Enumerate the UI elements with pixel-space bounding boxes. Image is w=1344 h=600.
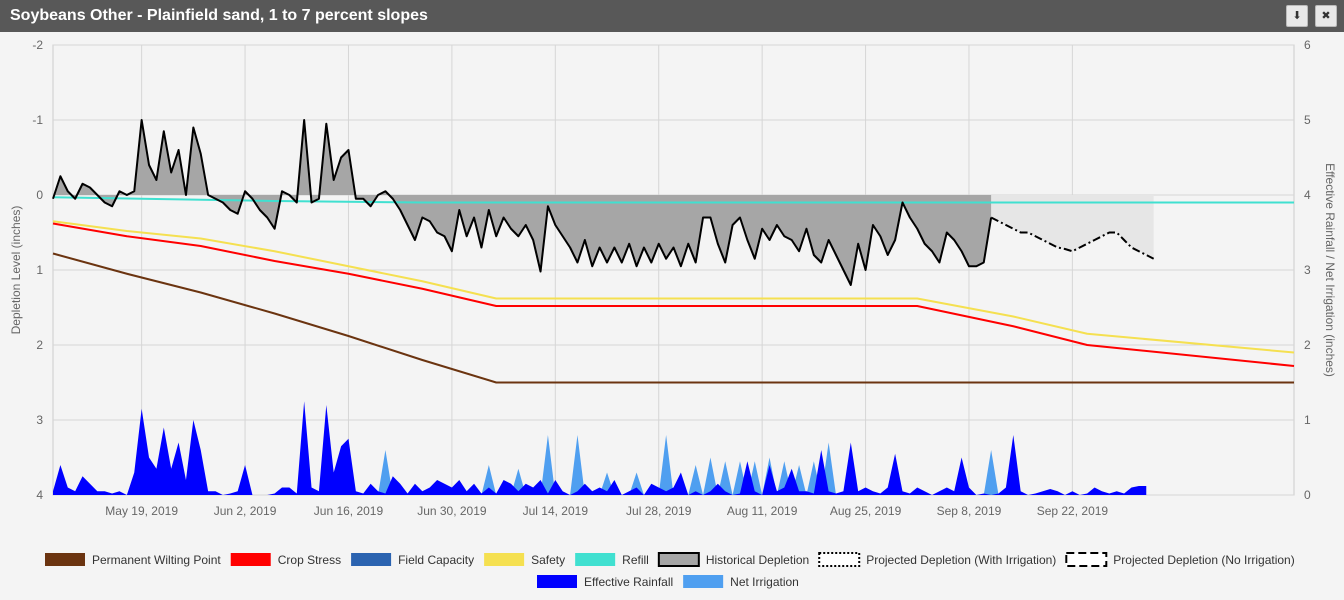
x-tick-label: May 19, 2019 xyxy=(105,504,178,518)
legend-swatch-effective-rainfall xyxy=(537,575,577,588)
download-button[interactable]: ⬇ xyxy=(1286,5,1308,27)
title-bar: Soybeans Other - Plainfield sand, 1 to 7… xyxy=(0,0,1344,32)
legend-swatch-projected-depletion-with-irrigation xyxy=(818,552,861,567)
legend-swatch-field-capacity xyxy=(351,553,392,566)
legend-label-permanent-wilting-point: Permanent Wilting Point xyxy=(92,553,221,567)
legend-swatch-refill xyxy=(575,553,616,566)
left-tick-label: 3 xyxy=(36,413,43,427)
safety-line xyxy=(52,220,1295,354)
legend-swatch-crop-stress xyxy=(230,553,271,566)
right-tick-label: 1 xyxy=(1304,413,1311,427)
legend-label-safety: Safety xyxy=(531,553,565,567)
projected-depletion-no-irrigation-line xyxy=(990,216,1155,260)
x-tick-label: Aug 25, 2019 xyxy=(830,504,902,518)
x-tick-label: Sep 8, 2019 xyxy=(937,504,1002,518)
x-tick-label: Jul 28, 2019 xyxy=(626,504,692,518)
historical-depletion-line xyxy=(52,119,993,286)
x-tick-label: Sep 22, 2019 xyxy=(1037,504,1109,518)
crop-stress-line xyxy=(52,222,1295,367)
legend-label-refill: Refill xyxy=(622,553,649,567)
x-tick-label: Jul 14, 2019 xyxy=(523,504,589,518)
right-tick-label: 2 xyxy=(1304,338,1311,352)
projected-depletion-area xyxy=(991,195,1154,259)
left-tick-label: 2 xyxy=(36,338,43,352)
left-tick-label: -2 xyxy=(32,38,43,52)
legend-swatch-safety xyxy=(484,553,525,566)
legend-label-projected-depletion-no-irrigation: Projected Depletion (No Irrigation) xyxy=(1113,553,1294,567)
legend-swatch-projected-depletion-no-irrigation xyxy=(1065,552,1108,567)
x-tick-label: Aug 11, 2019 xyxy=(727,504,798,518)
permanent-wilting-point-line xyxy=(52,252,1294,384)
right-tick-label: 6 xyxy=(1304,38,1311,52)
left-axis-title: Depletion Level (inches) xyxy=(9,206,23,335)
legend-label-crop-stress: Crop Stress xyxy=(278,553,341,567)
legend-label-projected-depletion-with-irrigation: Projected Depletion (With Irrigation) xyxy=(866,553,1056,567)
right-axis-title: Effective Rainfall / Net Irrigation (inc… xyxy=(1323,163,1337,377)
left-tick-label: -1 xyxy=(32,113,43,127)
legend-swatch-historical-depletion xyxy=(657,552,700,567)
left-tick-label: 4 xyxy=(36,488,43,502)
legend-swatch-net-irrigation xyxy=(683,575,724,588)
legend-label-historical-depletion: Historical Depletion xyxy=(706,553,809,567)
right-tick-label: 0 xyxy=(1304,488,1311,502)
refill-line xyxy=(52,196,1294,204)
legend-label-field-capacity: Field Capacity xyxy=(398,553,474,567)
close-icon: ✖ xyxy=(1321,9,1331,22)
effective-rainfall-area xyxy=(53,401,1147,495)
right-tick-label: 4 xyxy=(1304,188,1311,202)
legend-label-effective-rainfall: Effective Rainfall xyxy=(584,575,673,589)
right-tick-label: 5 xyxy=(1304,113,1311,127)
chart-area: -2 -1 0 1 2 3 4 6 5 4 3 2 1 0 May 19, 2019 Jun 2, 2019 J… xyxy=(9,38,1337,589)
x-tick-label: Jun 30, 2019 xyxy=(417,504,487,518)
chart-title: Soybeans Other - Plainfield sand, 1 to 7… xyxy=(10,7,428,24)
legend-swatch-permanent-wilting-point xyxy=(45,553,85,566)
x-tick-label: Jun 16, 2019 xyxy=(314,504,384,518)
x-tick-label: Jun 2, 2019 xyxy=(214,504,277,518)
right-tick-label: 3 xyxy=(1304,263,1311,277)
legend-label-net-irrigation: Net Irrigation xyxy=(730,575,799,589)
download-icon: ⬇ xyxy=(1292,9,1302,22)
close-button[interactable]: ✖ xyxy=(1315,5,1337,27)
left-tick-label: 1 xyxy=(36,263,43,277)
left-tick-label: 0 xyxy=(36,188,43,202)
